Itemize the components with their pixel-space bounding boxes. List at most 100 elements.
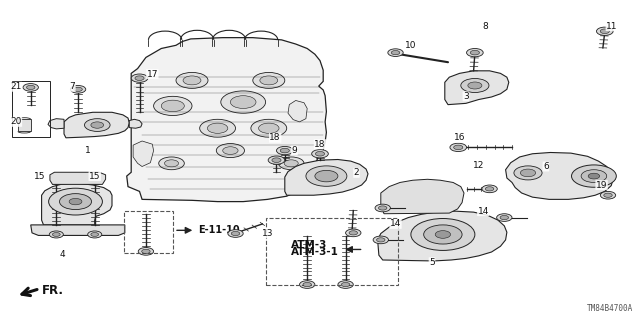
Text: 15: 15 <box>89 172 100 181</box>
Circle shape <box>69 198 82 205</box>
Text: 13: 13 <box>262 229 273 238</box>
Circle shape <box>435 231 451 238</box>
Circle shape <box>520 169 536 177</box>
Circle shape <box>341 282 350 287</box>
Text: 11: 11 <box>606 22 618 31</box>
Circle shape <box>306 166 347 186</box>
Circle shape <box>216 144 244 158</box>
Circle shape <box>231 231 240 236</box>
Circle shape <box>373 236 388 244</box>
Text: 8: 8 <box>483 22 488 31</box>
Polygon shape <box>506 152 613 199</box>
Circle shape <box>280 148 289 153</box>
Circle shape <box>278 157 304 170</box>
Circle shape <box>164 160 179 167</box>
Text: 21: 21 <box>10 82 22 91</box>
Polygon shape <box>285 160 368 195</box>
Circle shape <box>223 147 238 154</box>
Text: 16: 16 <box>454 133 465 142</box>
Text: 7: 7 <box>70 82 75 91</box>
Text: 17: 17 <box>147 70 158 78</box>
Text: 10: 10 <box>405 41 417 50</box>
Circle shape <box>514 166 542 180</box>
Text: 12: 12 <box>473 161 484 170</box>
Text: 19: 19 <box>596 181 607 189</box>
Polygon shape <box>288 100 307 122</box>
Circle shape <box>300 281 315 288</box>
Polygon shape <box>50 172 106 184</box>
Circle shape <box>84 119 110 131</box>
Circle shape <box>253 72 285 88</box>
Circle shape <box>159 157 184 170</box>
Polygon shape <box>133 141 154 167</box>
Polygon shape <box>129 119 142 128</box>
Circle shape <box>346 229 361 237</box>
Circle shape <box>600 29 609 33</box>
Text: 2: 2 <box>354 168 359 177</box>
Circle shape <box>375 204 390 212</box>
Text: 15: 15 <box>34 172 45 181</box>
Circle shape <box>91 122 104 128</box>
Circle shape <box>221 91 266 113</box>
Circle shape <box>316 152 324 156</box>
Text: 4: 4 <box>60 250 65 259</box>
Circle shape <box>138 248 154 255</box>
Circle shape <box>207 123 228 133</box>
Text: 20: 20 <box>10 117 22 126</box>
Circle shape <box>497 214 512 221</box>
Circle shape <box>388 49 403 56</box>
Text: 18: 18 <box>314 140 326 149</box>
Circle shape <box>500 215 509 220</box>
Circle shape <box>468 82 482 89</box>
Circle shape <box>74 87 83 92</box>
Polygon shape <box>64 112 129 138</box>
Circle shape <box>260 76 278 85</box>
Polygon shape <box>31 225 125 235</box>
Text: 14: 14 <box>477 207 489 216</box>
Circle shape <box>161 100 184 112</box>
Bar <box>18 119 31 131</box>
Circle shape <box>49 231 63 238</box>
Circle shape <box>49 188 102 215</box>
Text: ATM-3-1: ATM-3-1 <box>291 247 339 257</box>
Text: 5: 5 <box>429 258 435 267</box>
Text: 18: 18 <box>269 133 281 142</box>
Circle shape <box>135 76 144 80</box>
Circle shape <box>450 143 467 152</box>
Text: FR.: FR. <box>42 285 64 297</box>
Circle shape <box>596 27 613 35</box>
Polygon shape <box>381 179 464 214</box>
Circle shape <box>572 165 616 187</box>
Circle shape <box>52 233 60 236</box>
Circle shape <box>376 238 385 242</box>
Circle shape <box>88 231 102 238</box>
Text: 3: 3 <box>463 92 468 101</box>
Circle shape <box>141 249 150 254</box>
Circle shape <box>485 187 494 191</box>
Circle shape <box>303 282 312 287</box>
Circle shape <box>461 78 489 93</box>
Circle shape <box>284 160 298 167</box>
Bar <box>124 211 173 253</box>
Circle shape <box>26 85 35 90</box>
Circle shape <box>391 50 400 55</box>
Circle shape <box>411 219 475 250</box>
Circle shape <box>200 119 236 137</box>
Text: TM84B4700A: TM84B4700A <box>588 304 634 313</box>
Polygon shape <box>378 211 507 261</box>
Circle shape <box>349 231 358 235</box>
Circle shape <box>268 156 285 164</box>
Circle shape <box>272 158 281 162</box>
Circle shape <box>183 76 201 85</box>
Circle shape <box>91 233 99 236</box>
Circle shape <box>467 48 483 57</box>
Text: 6: 6 <box>543 162 548 171</box>
Text: ATM-3: ATM-3 <box>291 240 328 250</box>
Polygon shape <box>48 119 64 129</box>
Polygon shape <box>42 183 112 225</box>
Circle shape <box>454 145 463 150</box>
Text: 9: 9 <box>292 146 297 155</box>
Text: 14: 14 <box>390 219 401 228</box>
Circle shape <box>470 50 479 55</box>
Circle shape <box>315 170 338 182</box>
